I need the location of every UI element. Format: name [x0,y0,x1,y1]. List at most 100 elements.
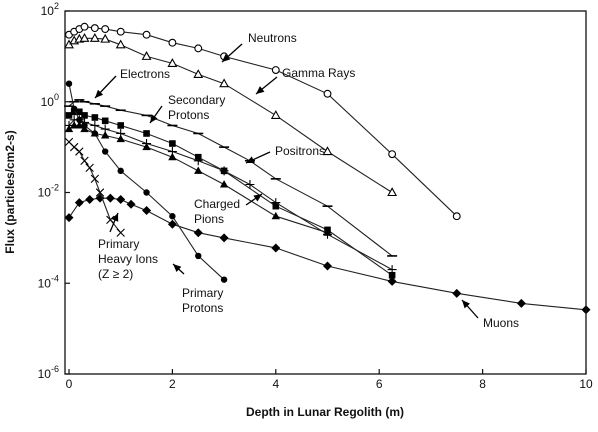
data-point-neutrons [116,27,125,36]
series-layer [64,22,591,315]
data-point-neutrons [80,22,89,31]
annotation-label: Pions [194,212,224,226]
data-point-muons [452,288,462,298]
annotation-label: Heavy Ions [98,252,158,266]
annotation-label: Gamma Rays [282,66,355,80]
data-point-primary-heavy-ions-z-2 [85,163,94,173]
data-point-primary-heavy-ions-z-2 [80,156,89,165]
data-point-charged-pions [142,142,151,151]
data-point-gamma-rays [100,33,111,43]
data-point-secondary-protons [76,108,83,116]
data-point-charged-pions [168,152,177,161]
data-point-charged-pions [100,131,110,139]
annotation-arrowhead [150,114,158,123]
annotation-arrowhead [246,156,255,163]
data-point-primary-protons [220,276,228,283]
annotation-arrowhead [95,89,104,98]
data-point-positrons [193,156,203,166]
annotation-arrowhead [256,86,265,94]
data-point-neutrons [323,89,332,98]
series-gamma-rays [64,32,398,197]
data-point-charged-pions [116,134,125,143]
data-point-primary-protons [91,130,99,137]
data-point-gamma-rays [167,58,178,67]
data-point-primary-protons [143,189,150,196]
data-point-positrons [245,180,255,190]
data-point-gamma-rays [322,146,333,156]
x-tick-label: 8 [479,377,486,391]
y-axis-title: Flux (particles/cm2-s) [3,130,17,253]
data-point-secondary-protons [91,114,99,121]
series-neutrons [65,22,461,221]
data-point-gamma-rays [193,69,204,78]
data-point-secondary-protons [101,117,109,125]
x-tick-label: 4 [272,377,279,391]
data-point-muons [95,193,105,203]
data-point-secondary-protons [388,271,396,279]
data-point-secondary-protons [65,112,73,119]
data-point-muons [387,276,397,286]
data-point-primary-protons [76,116,83,124]
data-point-primary-protons [81,122,88,129]
data-point-muons [74,198,84,208]
annotation-muons: Muons [461,299,519,330]
tick-layer: 0 2 4 6 8 10 102 100 10-2 10-4 10-6 [38,1,593,391]
data-point-primary-heavy-ions-z-2 [116,228,125,237]
annotation-arrowhead [111,213,119,222]
annotation-positrons: Positrons [245,144,325,164]
data-point-neutrons [168,38,177,47]
y-tick-label: 10-6 [38,364,59,381]
data-point-neutrons [90,24,99,33]
data-point-charged-pions [219,180,229,188]
data-point-gamma-rays [387,187,398,197]
data-point-charged-pions [271,211,280,220]
data-point-charged-pions [323,228,332,236]
data-point-primary-protons [195,252,202,260]
y-tick-label: 10-4 [38,273,59,290]
data-point-charged-pions [194,166,203,174]
annotation-label: Primary [182,286,223,300]
data-point-gamma-rays [270,110,281,119]
data-point-neutrons [101,25,110,34]
y-tick-label: 10-2 [38,183,59,200]
data-point-muons [323,261,332,271]
data-point-muons [516,298,526,308]
data-point-primary-heavy-ions-z-2 [95,188,105,197]
data-point-muons [193,228,203,238]
data-point-primary-heavy-ions-z-2 [75,147,84,156]
data-point-muons [85,195,95,205]
annotation-arrowhead [462,300,471,309]
data-point-neutrons [452,212,461,221]
annotation-label: Protons [182,301,223,315]
data-point-neutrons [142,30,151,39]
annotation-label: Electrons [120,67,170,81]
data-point-positrons [387,265,397,275]
data-point-muons [167,219,177,229]
annotation-label: Primary [98,237,139,251]
annotation-label: Muons [483,316,519,330]
data-point-neutrons [271,66,280,74]
data-point-secondary-protons [81,112,88,119]
annotation-arrowhead [222,53,231,62]
data-point-primary-protons [117,167,124,175]
annotation-neutrons: Neutrons [221,31,297,63]
annotation-label: Neutrons [248,31,297,45]
data-point-gamma-rays [219,78,230,88]
data-point-secondary-protons [117,122,124,129]
data-point-muons [126,199,136,209]
data-point-gamma-rays [115,39,126,49]
annotation-arrowhead [253,194,262,202]
data-point-charged-pions [75,121,84,129]
data-point-muons [219,233,229,243]
annotation-label: Protons [168,108,209,122]
data-point-gamma-rays [89,32,100,42]
y-tick-label: 102 [41,1,59,18]
data-point-muons [105,193,115,203]
data-point-primary-heavy-ions-z-2 [106,215,115,225]
series-primary-protons [65,80,228,283]
